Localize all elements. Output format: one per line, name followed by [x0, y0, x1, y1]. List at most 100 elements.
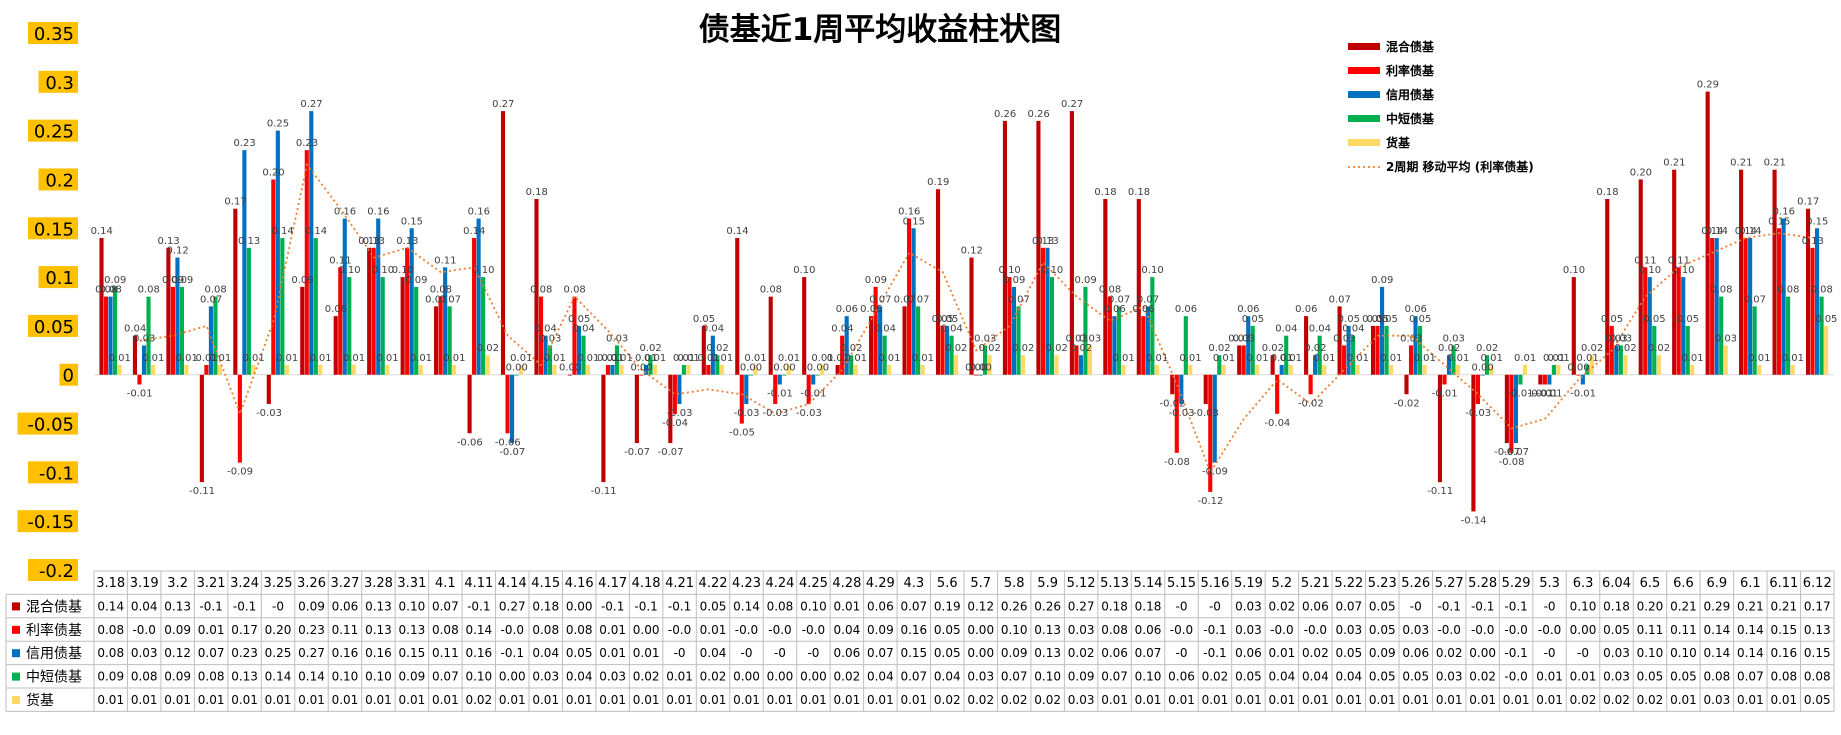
bar [1513, 374, 1518, 444]
bar [1036, 120, 1041, 375]
bar [1408, 345, 1414, 375]
bar [1308, 374, 1313, 395]
bar [99, 238, 104, 375]
data-label: 0.01 [1748, 353, 1770, 364]
y-tick-highlight [38, 168, 78, 191]
table-cell: -0 [272, 599, 284, 613]
data-label: 0.20 [1630, 167, 1652, 178]
data-label: 0.00 [1472, 363, 1494, 374]
bar [1203, 374, 1208, 405]
data-label: 0.00 [1567, 363, 1589, 374]
data-label: 0.23 [233, 138, 255, 149]
category-label: 6.5 [1640, 576, 1661, 591]
table-cell: 0.04 [1269, 670, 1296, 684]
bar [514, 374, 519, 376]
table-cell: 0.02 [934, 693, 961, 707]
table-cell: 0.14 [265, 670, 292, 684]
bar [677, 374, 682, 405]
bar [485, 355, 490, 375]
y-tick-label: -0.1 [39, 463, 74, 484]
bar [668, 374, 673, 444]
category-label: 5.23 [1368, 576, 1397, 591]
data-label: 0.03 [1333, 333, 1355, 344]
bar [213, 296, 218, 375]
table-cell: -0 [741, 646, 753, 660]
data-label: 0.03 [1065, 333, 1087, 344]
bar [208, 306, 213, 375]
data-label: 0.16 [367, 207, 389, 218]
table-cell: 0.01 [900, 693, 927, 707]
category-label: 5.12 [1067, 576, 1096, 591]
table-cell: -0.0 [802, 623, 825, 637]
data-label: 0.01 [1547, 353, 1569, 364]
table-cell: 0.01 [1369, 693, 1396, 707]
bar [1002, 120, 1008, 375]
data-label: -0.02 [1160, 398, 1186, 409]
bar [1551, 364, 1556, 375]
bar [576, 325, 582, 375]
y-tick: 0.35 [28, 22, 78, 45]
y-tick: -0.05 [17, 412, 78, 436]
bar [199, 374, 204, 483]
table-cell: -0 [1577, 646, 1589, 660]
bar [1790, 364, 1795, 375]
data-label: 0.19 [927, 177, 949, 188]
y-tick-highlight [17, 510, 78, 533]
table-cell: 0.05 [1369, 670, 1396, 684]
table-cell: 0.06 [1101, 646, 1128, 660]
table-cell: 0.10 [1135, 670, 1162, 684]
data-label: 0.18 [526, 187, 548, 198]
bar [1107, 296, 1112, 375]
data-label: 0.00 [740, 363, 762, 374]
data-label: -0.08 [1499, 457, 1525, 468]
table-cell: 0.01 [365, 693, 392, 707]
category-label: 4.22 [699, 576, 728, 591]
bar [1174, 374, 1179, 453]
table-cell: 0.01 [633, 646, 660, 660]
data-label: 0.00 [559, 363, 581, 374]
y-tick: 0.2 [38, 168, 78, 191]
table-cell: 0.01 [1302, 693, 1329, 707]
bar [1322, 364, 1327, 375]
data-label: 0.05 [936, 314, 958, 325]
table-cell: -0 [1176, 646, 1188, 660]
bar [233, 208, 238, 375]
bar [280, 238, 285, 375]
table-cell: 0.06 [332, 599, 359, 613]
y-tick-highlight [17, 412, 78, 435]
bar [1074, 345, 1079, 375]
bar [1484, 355, 1490, 375]
data-label: -0.03 [256, 408, 282, 419]
bar [505, 374, 510, 434]
table-row-header: 混合债基 [26, 598, 82, 615]
data-label: 0.06 [325, 304, 347, 315]
category-label: 4.16 [565, 576, 594, 591]
table-cell: -0 [774, 646, 786, 660]
table-cell: 0.02 [1202, 670, 1229, 684]
data-label: 0.01 [1514, 353, 1536, 364]
table-cell: -0.1 [601, 599, 624, 613]
table-cell: 0.01 [131, 693, 158, 707]
bar [1547, 374, 1552, 385]
data-label: -0.07 [499, 447, 525, 458]
data-label: 0.07 [894, 294, 916, 305]
table-cell: 0.01 [1436, 693, 1463, 707]
data-label: 0.00 [965, 363, 987, 374]
data-label: 0.13 [1037, 236, 1059, 247]
bar [1681, 277, 1686, 375]
table-cell: 0.02 [834, 670, 861, 684]
category-label: 4.18 [632, 576, 661, 591]
bar [251, 364, 256, 375]
y-tick: 0.15 [28, 217, 78, 240]
table-cell: 0.09 [1068, 670, 1095, 684]
bar [400, 277, 405, 375]
table-cell: 0.16 [465, 646, 492, 660]
table-cell: 0.21 [1737, 599, 1764, 613]
table-cell: 0.08 [97, 623, 124, 637]
table-cell: 0.11 [432, 646, 459, 660]
table-cell: 0.27 [1068, 599, 1095, 613]
table-cell: 0.08 [767, 599, 794, 613]
y-tick-label: 0.2 [45, 170, 74, 191]
bar [1342, 345, 1347, 375]
